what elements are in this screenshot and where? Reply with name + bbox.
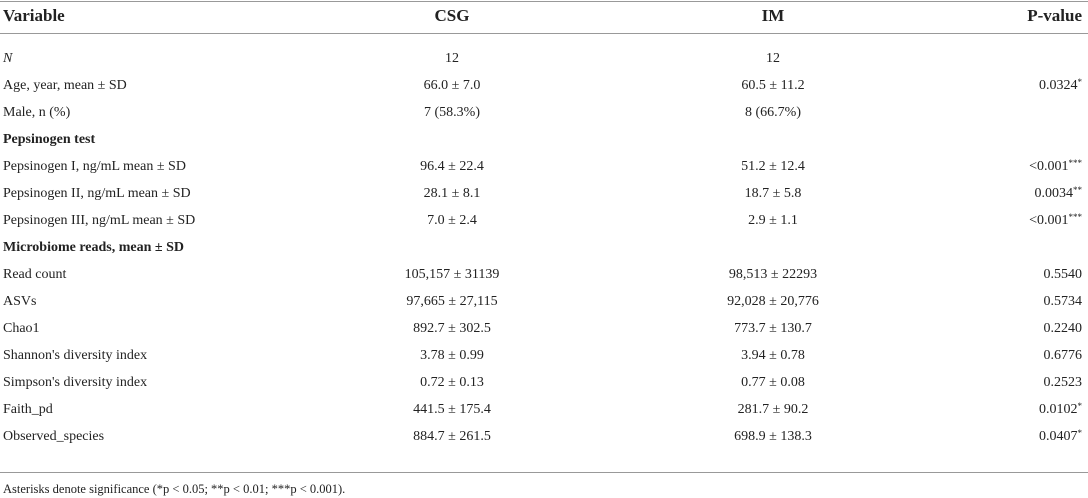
table-cell: 7.0 ± 2.4 <box>427 213 477 228</box>
table-cell: Male, n (%) <box>3 105 71 120</box>
table-cell: Observed_species <box>3 429 105 444</box>
table-cell: 98,513 ± 22293 <box>728 267 818 282</box>
table-cell: Pepsinogen I, ng/mL mean ± SD <box>3 159 186 174</box>
table-cell: 18.7 ± 5.8 <box>744 186 802 201</box>
table-cell: 0.72 ± 0.13 <box>420 375 484 390</box>
table-cell: 92,028 ± 20,776 <box>727 294 819 309</box>
table-cell: 0.0034** <box>1034 185 1083 202</box>
table-cell: Faith_pd <box>3 402 53 417</box>
table-cell: 105,157 ± 31139 <box>404 267 500 282</box>
table-cell: ASVs <box>3 294 37 309</box>
table-cell: 96.4 ± 22.4 <box>420 159 484 174</box>
section-label: Pepsinogen test <box>3 132 96 147</box>
table-cell: N <box>3 51 13 66</box>
header-cell: Variable <box>3 6 65 25</box>
table-cell: 773.7 ± 130.7 <box>734 321 812 336</box>
header-cell: IM <box>761 6 785 25</box>
bottom-rule <box>0 472 1088 473</box>
header-cell: P-value <box>1027 6 1082 25</box>
table-cell: Pepsinogen III, ng/mL mean ± SD <box>3 213 196 228</box>
table-cell: <0.001*** <box>1029 212 1082 229</box>
table-cell: <0.001*** <box>1029 158 1082 175</box>
table-cell: Age, year, mean ± SD <box>3 78 127 93</box>
table-cell: Simpson's diversity index <box>3 375 148 390</box>
table-cell: 3.94 ± 0.78 <box>741 348 805 363</box>
table-cell: 60.5 ± 11.2 <box>741 78 805 93</box>
table-cell: 97,665 ± 27,115 <box>406 294 498 309</box>
table-cell: 7 (58.3%) <box>424 105 480 120</box>
table-cell: 698.9 ± 138.3 <box>734 429 812 444</box>
table-cell: 12 <box>445 51 459 66</box>
top-rule <box>0 1 1088 2</box>
table-cell: Chao1 <box>3 321 40 336</box>
table-cell: 3.78 ± 0.99 <box>420 348 484 363</box>
table-cell: 0.6776 <box>1043 348 1083 363</box>
table-cell: 8 (66.7%) <box>745 105 801 120</box>
table-cell: 28.1 ± 8.1 <box>423 186 481 201</box>
table-cell: 441.5 ± 175.4 <box>413 402 491 417</box>
table-cell: 66.0 ± 7.0 <box>423 78 481 93</box>
footnote: Asterisks denote significance (*p < 0.05… <box>3 482 346 496</box>
table-cell: 0.5540 <box>1043 267 1083 282</box>
table-cell: Shannon's diversity index <box>3 348 148 363</box>
section-label: Microbiome reads, mean ± SD <box>3 240 184 255</box>
table-cell: Pepsinogen II, ng/mL mean ± SD <box>3 186 191 201</box>
table-cell: Read count <box>3 267 67 282</box>
header-rule <box>0 33 1088 34</box>
table-cell: 12 <box>766 51 780 66</box>
table-cell: 51.2 ± 12.4 <box>741 159 805 174</box>
header-cell: CSG <box>434 6 470 25</box>
table-cell: 0.0102* <box>1039 401 1082 418</box>
table-cell: 0.0324* <box>1039 77 1082 94</box>
table-cell: 2.9 ± 1.1 <box>748 213 798 228</box>
table-cell: 281.7 ± 90.2 <box>737 402 809 417</box>
table-cell: 0.5734 <box>1043 294 1083 309</box>
table-cell: 884.7 ± 261.5 <box>413 429 491 444</box>
table-cell: 0.2240 <box>1043 321 1083 336</box>
table-cell: 0.77 ± 0.08 <box>741 375 805 390</box>
table-cell: 892.7 ± 302.5 <box>413 321 491 336</box>
table-cell: 0.2523 <box>1043 375 1083 390</box>
table-cell: 0.0407* <box>1039 428 1082 445</box>
